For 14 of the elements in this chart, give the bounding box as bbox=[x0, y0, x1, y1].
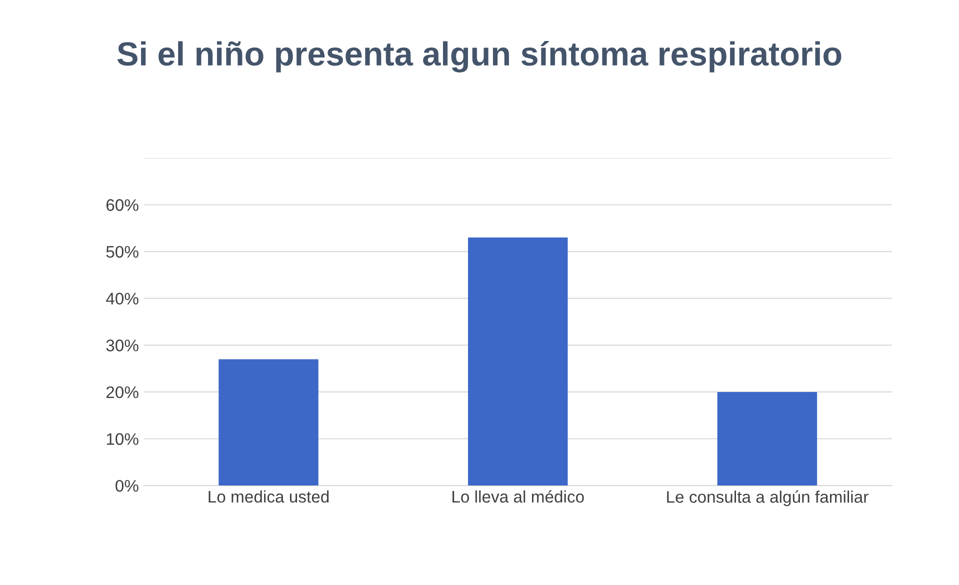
bar bbox=[468, 238, 568, 486]
y-tick-label: 40% bbox=[106, 292, 138, 305]
y-tick-label: 50% bbox=[106, 246, 138, 258]
chart-title: Si el niño presenta algun síntoma respiratorio bbox=[117, 40, 842, 72]
y-tick-label: 10% bbox=[106, 433, 138, 445]
bar bbox=[717, 392, 818, 486]
y-tick-label: 20% bbox=[106, 386, 138, 398]
y-tick-label: 30% bbox=[106, 340, 138, 352]
y-tick-label: 60% bbox=[106, 199, 138, 211]
x-tick-label: Lo medica usted bbox=[208, 490, 329, 503]
x-tick-label: Le consulta a algún familiar bbox=[667, 490, 868, 506]
x-tick-label: Lo lleva al médico bbox=[452, 490, 584, 503]
bar bbox=[218, 359, 318, 486]
y-tick-label: 0% bbox=[116, 480, 138, 492]
